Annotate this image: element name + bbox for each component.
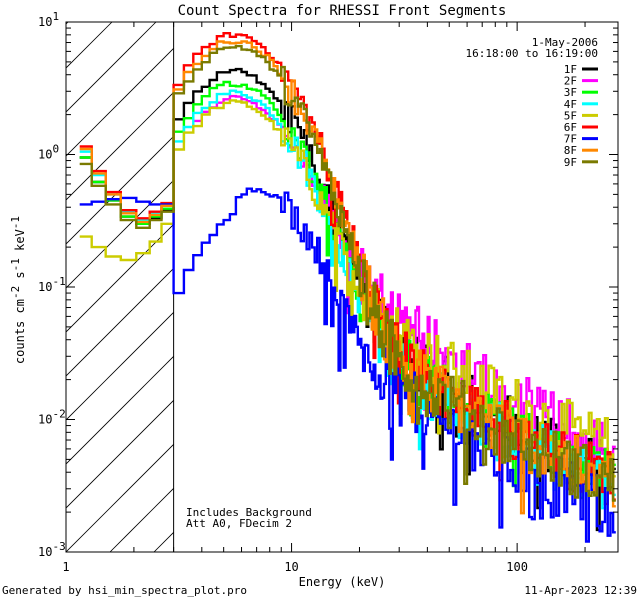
annotation-background: Includes Background	[186, 506, 312, 519]
legend-label-2f: 2F	[564, 75, 577, 88]
y-tick-exponent: -1	[52, 275, 65, 288]
y-tick-base: 10	[38, 148, 52, 162]
hatch-line	[66, 267, 174, 377]
y-label-part: s	[13, 271, 27, 285]
x-axis: 1 10 100	[62, 22, 586, 574]
series-line-2f	[193, 94, 616, 468]
x-tick-label: 1	[62, 560, 69, 574]
hatch-line	[66, 22, 157, 113]
y-tick-base: 10	[38, 413, 52, 427]
y-label-part: keV	[13, 229, 27, 258]
legend-label-6f: 6F	[564, 121, 577, 134]
series-line-7f	[79, 187, 616, 543]
hatch-line	[66, 443, 174, 552]
x-axis-label: Energy (keV)	[299, 575, 386, 589]
legend-label-5f: 5F	[564, 109, 577, 122]
legend-label-3f: 3F	[564, 86, 577, 99]
hatch-line	[66, 399, 174, 509]
x-tick-label: 100	[506, 560, 528, 574]
series-line-8f	[79, 40, 616, 515]
hatch-line	[66, 223, 174, 333]
series-group	[79, 32, 616, 543]
legend-label-8f: 8F	[564, 144, 577, 157]
legend-label-4f: 4F	[564, 98, 577, 111]
y-tick-label: 10-3	[38, 540, 66, 559]
y-tick-label: 10-1	[38, 275, 66, 294]
legend-label-1f: 1F	[564, 63, 577, 76]
x-tick-label: 10	[284, 560, 298, 574]
header-date: 1-May-2006	[532, 36, 598, 49]
y-label-part: counts cm	[13, 299, 27, 364]
y-tick-base: 10	[38, 15, 52, 29]
y-tick-exponent: -2	[52, 408, 65, 421]
y-label-sup: -2	[9, 286, 22, 299]
y-tick-exponent: -3	[52, 540, 65, 553]
legend-label-9f: 9F	[564, 156, 577, 169]
y-tick-exponent: 1	[52, 10, 59, 23]
legend-label-7f: 7F	[564, 133, 577, 146]
y-label-sup: -1	[9, 216, 22, 229]
y-tick-base: 10	[38, 545, 52, 559]
y-tick-label: 10-2	[38, 408, 66, 427]
y-tick-label: 100	[38, 143, 59, 162]
y-tick-label: 101	[38, 10, 59, 29]
header-time-range: 16:18:00 to 16:19:00	[466, 47, 598, 60]
annotation-attenuator: Att A0, FDecim 2	[186, 517, 292, 530]
y-label-sup: -1	[9, 258, 22, 271]
y-tick-base: 10	[38, 280, 52, 294]
footer-timestamp: 11-Apr-2023 12:39	[524, 584, 637, 597]
chart-title: Count Spectra for RHESSI Front Segments	[178, 3, 507, 19]
hatch-line	[66, 91, 174, 201]
footer-generated-by: Generated by hsi_min_spectra_plot.pro	[2, 584, 247, 597]
series-line-9f	[79, 44, 616, 502]
y-tick-exponent: 0	[52, 143, 59, 156]
hatch-line	[66, 47, 174, 157]
y-axis-label: counts cm-2 s-1 keV-1	[9, 216, 27, 364]
